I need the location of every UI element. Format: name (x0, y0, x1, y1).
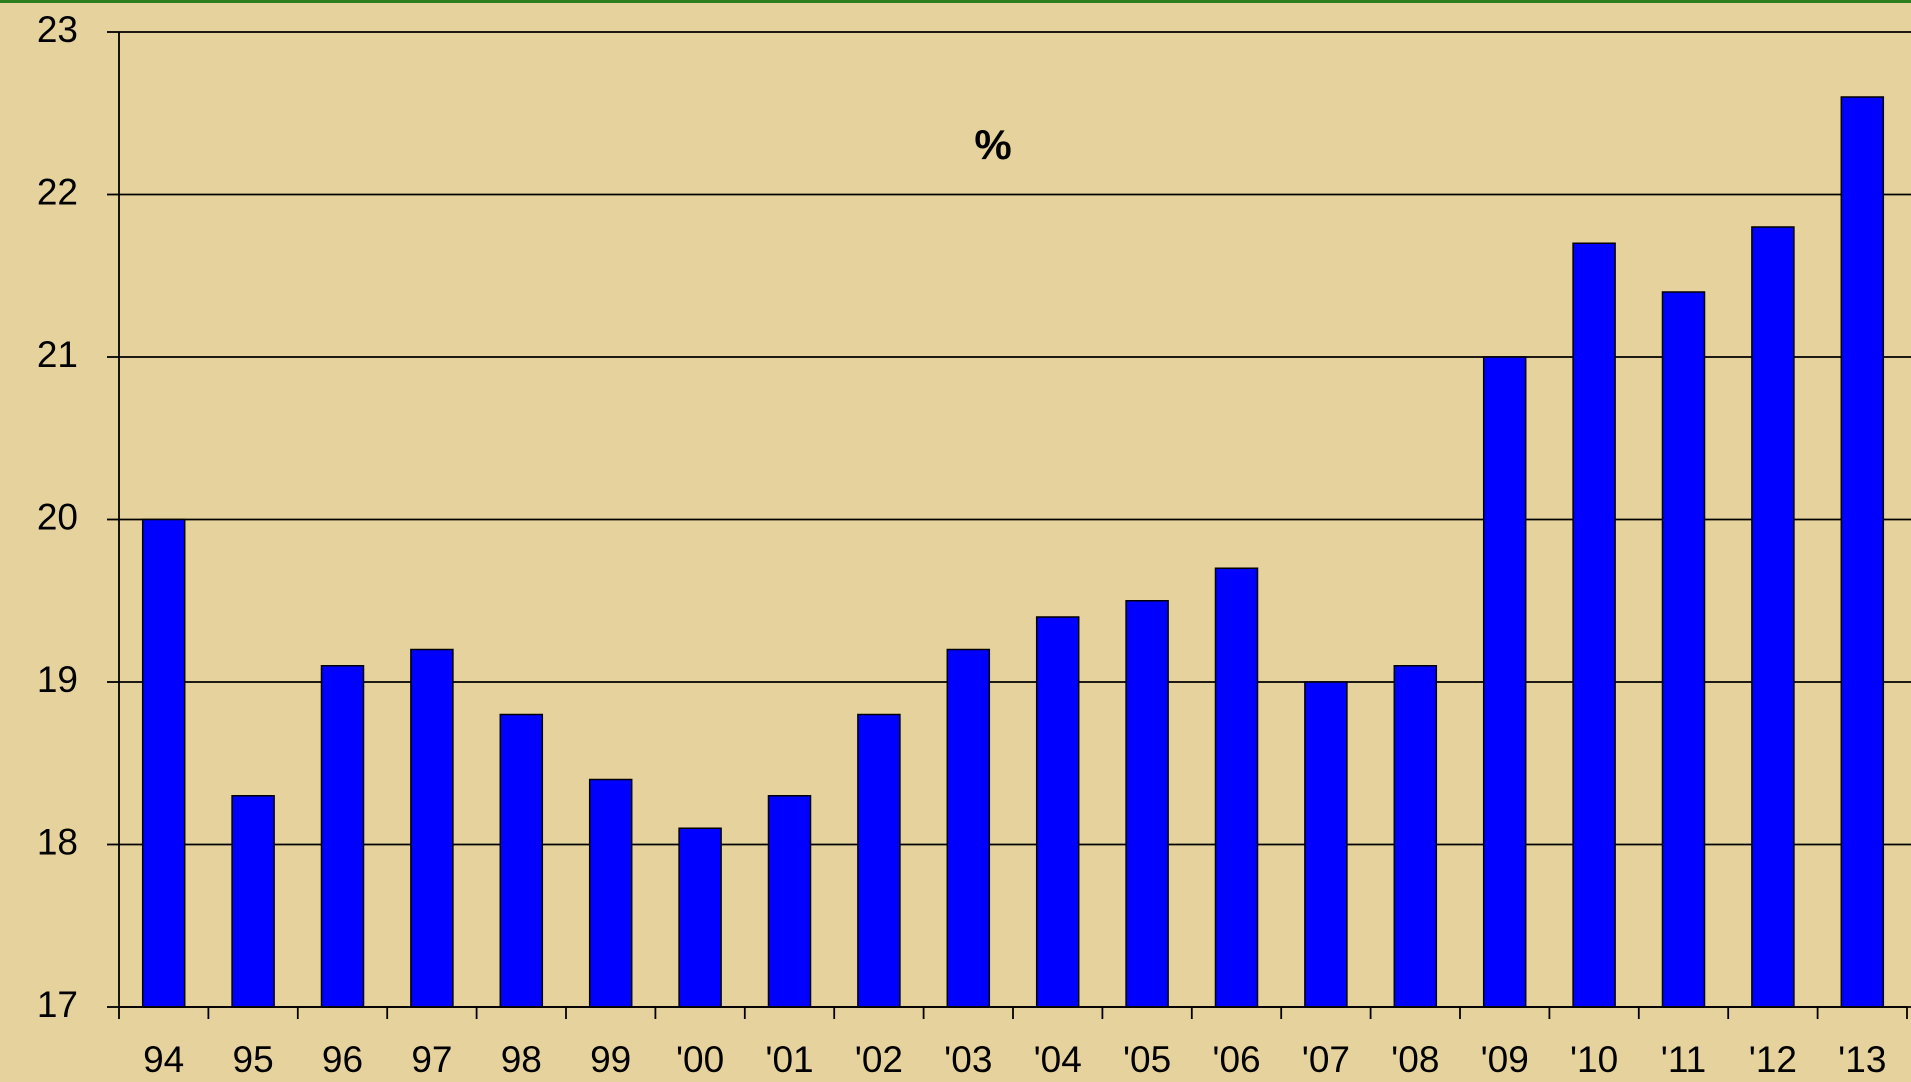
y-tick-label: 23 (37, 9, 78, 50)
bar (1572, 242, 1616, 1008)
bar (1840, 96, 1885, 1008)
x-tick-label: '06 (1212, 1039, 1260, 1080)
x-tick-label: '11 (1661, 1039, 1706, 1080)
x-tick-label: '10 (1570, 1039, 1618, 1080)
x-tick-label: 97 (411, 1039, 452, 1080)
bar (320, 665, 365, 1008)
bar (231, 795, 275, 1008)
bar (588, 778, 633, 1008)
bar (1214, 567, 1259, 1008)
bar (1304, 681, 1348, 1008)
top-border (0, 0, 1911, 3)
x-tick-label: '08 (1391, 1039, 1439, 1080)
x-tick-label: 98 (501, 1039, 542, 1080)
y-tick-label: 21 (37, 334, 78, 375)
bar (1393, 665, 1438, 1008)
bar (678, 827, 722, 1008)
chart-title: % (974, 121, 1011, 168)
bar (1125, 600, 1169, 1008)
bar (141, 518, 186, 1008)
bar (1751, 226, 1795, 1008)
x-tick-label: 94 (143, 1039, 184, 1080)
x-tick-label: 99 (590, 1039, 631, 1080)
x-tick-label: '13 (1838, 1039, 1886, 1080)
x-tick-label: '00 (676, 1039, 724, 1080)
y-tick-label: 22 (37, 171, 78, 212)
x-tick-label: '04 (1034, 1039, 1082, 1080)
x-tick-label: '07 (1302, 1039, 1350, 1080)
x-tick-label: '09 (1481, 1039, 1529, 1080)
x-tick-label: 95 (233, 1039, 274, 1080)
bar (767, 795, 812, 1008)
y-tick-label: 20 (37, 496, 78, 537)
bar (946, 648, 991, 1008)
y-tick-label: 19 (37, 659, 78, 700)
x-tick-label: '01 (765, 1039, 813, 1080)
x-tick-label: '12 (1749, 1039, 1797, 1080)
y-tick-label: 17 (37, 984, 78, 1025)
bar (410, 648, 454, 1008)
bar (1661, 291, 1706, 1008)
x-tick-label: '03 (944, 1039, 992, 1080)
bar (857, 713, 901, 1008)
bar (499, 713, 544, 1008)
x-tick-label: '02 (855, 1039, 903, 1080)
x-tick-label: 96 (322, 1039, 363, 1080)
y-tick-label: 18 (37, 821, 78, 862)
x-tick-label: '05 (1123, 1039, 1171, 1080)
bar (1035, 616, 1080, 1008)
bar (1482, 356, 1527, 1008)
